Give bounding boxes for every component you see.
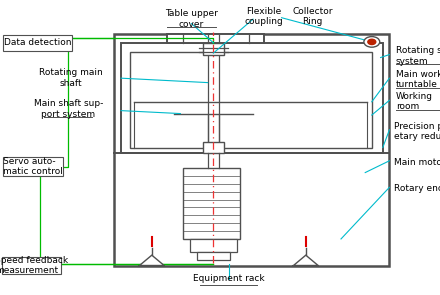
Bar [2, 257, 62, 274]
Bar [203, 43, 224, 55]
Bar [3, 157, 63, 176]
Text: Main work
turntable: Main work turntable [396, 70, 440, 89]
Text: Precision plan-
etary reducer: Precision plan- etary reducer [394, 122, 440, 141]
Bar [121, 43, 383, 153]
Text: Speed feedback
measurement: Speed feedback measurement [0, 256, 68, 275]
Bar [203, 142, 224, 153]
Bar [167, 34, 264, 43]
Text: Rotary encoder: Rotary encoder [394, 184, 440, 193]
Text: Equipment rack: Equipment rack [193, 274, 264, 283]
Text: Main shaft sup-
port system: Main shaft sup- port system [33, 99, 103, 119]
Circle shape [368, 39, 376, 45]
Bar [114, 34, 389, 266]
Bar [197, 252, 230, 260]
Text: Flexible
coupling: Flexible coupling [245, 6, 283, 26]
Text: Main motor: Main motor [394, 158, 440, 167]
Text: Rotating main
shaft: Rotating main shaft [39, 68, 102, 88]
Text: Data detection: Data detection [4, 38, 71, 47]
Bar [4, 35, 71, 51]
Bar [190, 239, 237, 252]
Text: Servo auto-
matic control: Servo auto- matic control [3, 157, 63, 176]
Text: Table upper
cover: Table upper cover [165, 9, 218, 29]
Polygon shape [293, 255, 318, 266]
Bar [130, 52, 372, 148]
Text: Rotating support
system: Rotating support system [396, 46, 440, 66]
Circle shape [364, 37, 380, 47]
Text: Working
room: Working room [396, 92, 433, 112]
Bar [183, 168, 240, 239]
Text: Collector
Ring: Collector Ring [292, 6, 333, 26]
Polygon shape [139, 255, 164, 266]
